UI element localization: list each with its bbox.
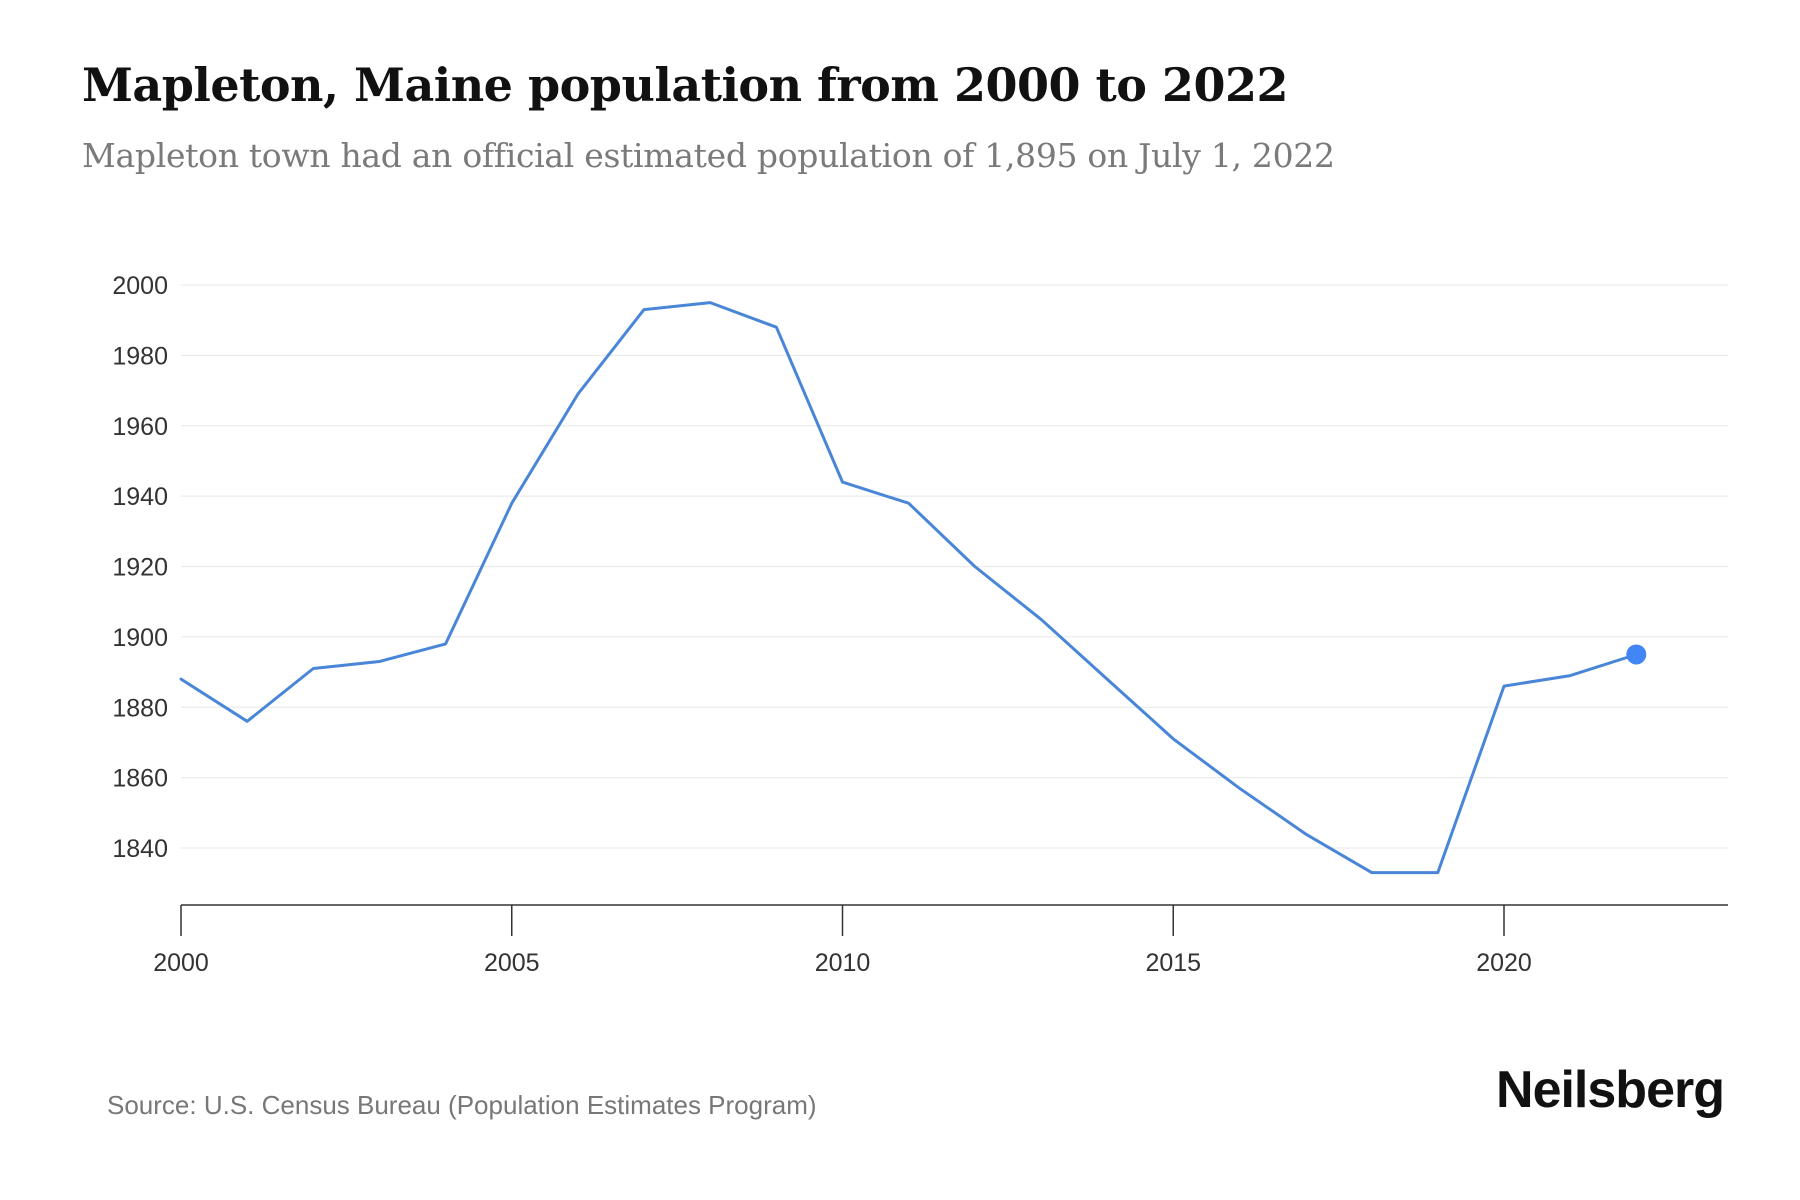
y-tick-label: 1940 (112, 483, 168, 511)
brand-logo: Neilsberg (1496, 1061, 1725, 1119)
series-population (179, 301, 1647, 875)
y-tick-label: 1840 (112, 835, 168, 863)
x-tick-label: 2000 (153, 949, 209, 977)
chart-title: Mapleton, Maine population from 2000 to … (82, 58, 1288, 112)
source-note: Source: U.S. Census Bureau (Population E… (107, 1090, 817, 1120)
y-tick-label: 1920 (112, 554, 168, 582)
y-tick-label: 1880 (112, 694, 168, 722)
y-tick-label: 2000 (112, 272, 168, 300)
x-tick-label: 2020 (1476, 949, 1532, 977)
y-tick-label: 1980 (112, 342, 168, 370)
population-line (179, 301, 1638, 875)
latest-value-point[interactable] (1626, 644, 1647, 665)
x-tick-label: 2010 (815, 949, 871, 977)
y-axis-tick-labels: 1840 1860 1880 1900 1920 1940 1960 1980 2000 (112, 272, 168, 863)
y-tick-label: 1960 (112, 413, 168, 441)
gridlines (181, 284, 1728, 849)
y-tick-label: 1860 (112, 765, 168, 793)
y-tick-label: 1900 (112, 624, 168, 652)
x-tick-label: 2015 (1145, 949, 1201, 977)
chart-subtitle: Mapleton town had an official estimated … (82, 136, 1335, 175)
x-axis: 2000 2005 2010 2015 2020 (153, 904, 1728, 977)
x-tick-label: 2005 (484, 949, 540, 977)
